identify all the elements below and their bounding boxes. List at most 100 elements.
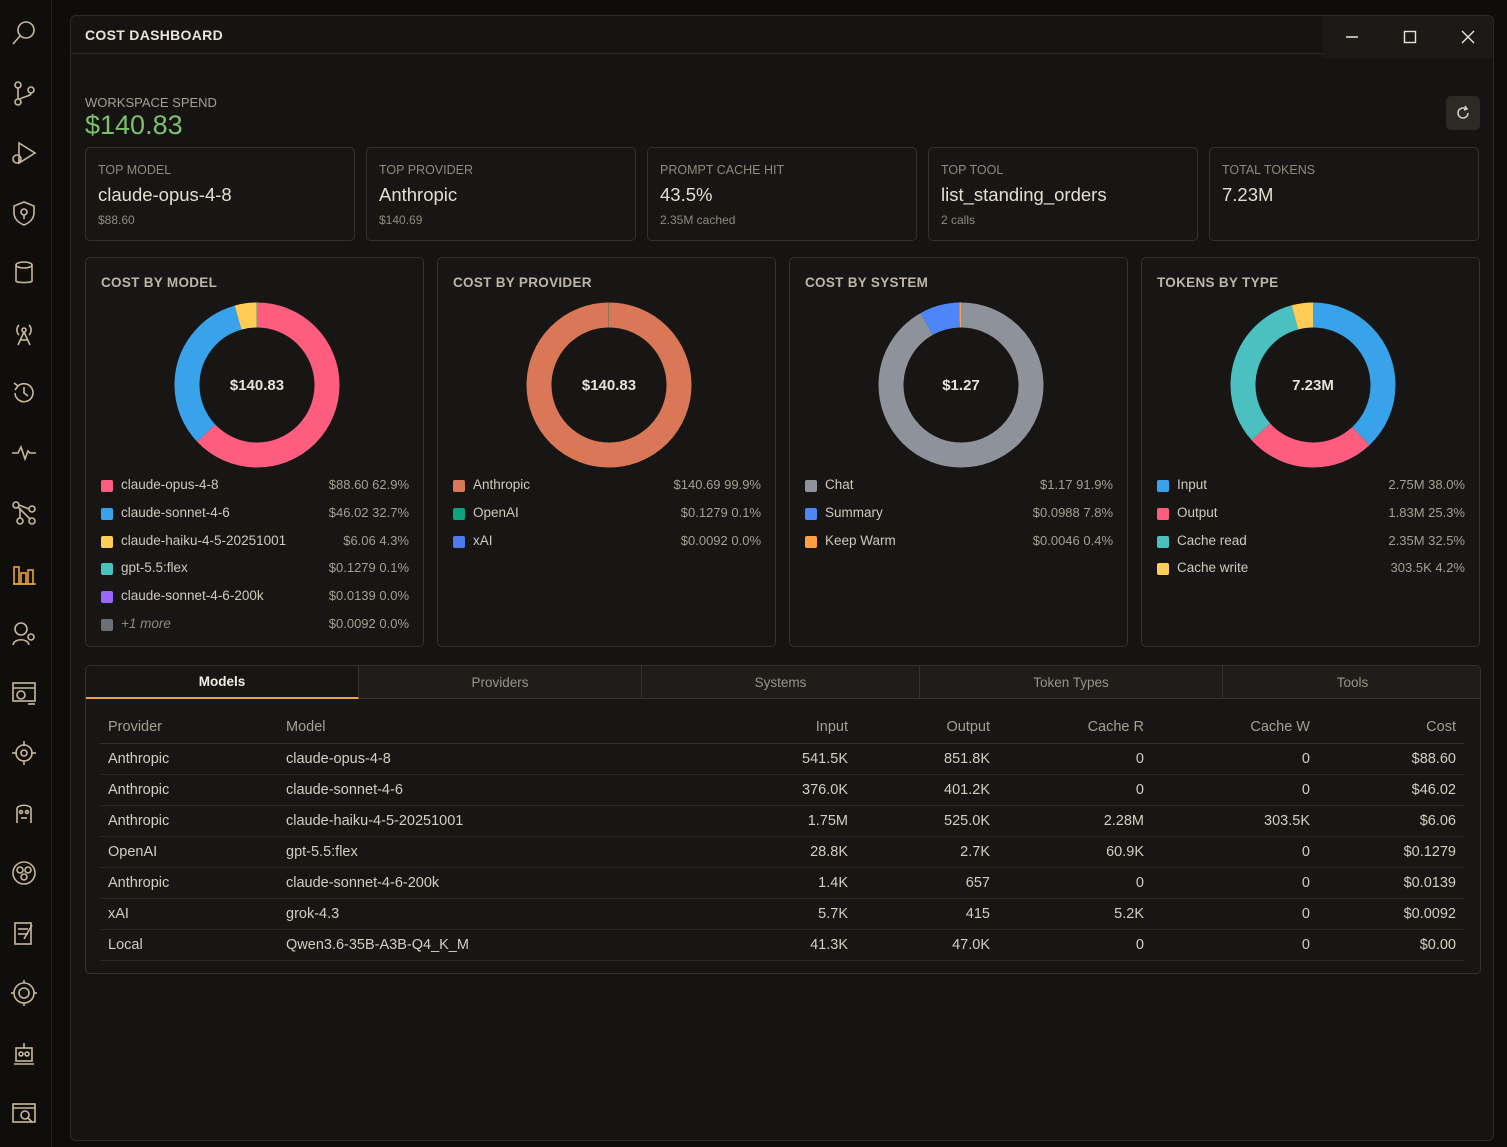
legend-label: Summary (825, 504, 883, 520)
bar-chart-icon[interactable] (8, 557, 40, 589)
table-row[interactable]: Anthropic claude-sonnet-4-6 376.0K 401.2K 0 0… (100, 774, 1464, 806)
refresh-button[interactable] (1446, 96, 1480, 130)
target-icon[interactable] (8, 737, 40, 769)
tab-systems[interactable]: Systems (642, 666, 920, 699)
donut-slice-2[interactable] (878, 302, 1044, 468)
legend-item[interactable]: Output 1.83M 25.3% (1157, 502, 1465, 530)
table-row[interactable]: xAI grok-4.3 5.7K 415 5.2K 0 $0.0092 (100, 898, 1464, 930)
panel-cost-by-system: COST BY SYSTEM $1.27 Chat $1.17 91.9% Summ… (789, 257, 1128, 647)
legend-item[interactable]: Chat $1.17 91.9% (805, 474, 1113, 502)
table-cell: 2.7K (856, 836, 998, 868)
legend-item[interactable]: claude-haiku-4-5-20251001 $6.06 4.3% (101, 530, 409, 558)
debug-icon[interactable] (8, 137, 40, 169)
antenna-icon[interactable] (8, 317, 40, 349)
table-cell: Anthropic (100, 743, 278, 775)
minimize-button[interactable] (1323, 16, 1381, 58)
table-cell: 2.28M (998, 805, 1152, 837)
header-cache-read[interactable]: Cache R (998, 712, 1152, 744)
shield-icon[interactable] (8, 197, 40, 229)
donut-slice-2[interactable] (174, 302, 340, 468)
window-search-icon[interactable] (8, 1097, 40, 1129)
workspace-spend-value: $140.83 (85, 110, 183, 140)
database-icon[interactable] (8, 257, 40, 289)
legend-item[interactable]: Input 2.75M 38.0% (1157, 474, 1465, 502)
legend-item[interactable]: claude-sonnet-4-6 $46.02 32.7% (101, 502, 409, 530)
git-branch-icon[interactable] (8, 77, 40, 109)
table-cell: claude-sonnet-4-6 (278, 774, 658, 806)
legend-swatch (101, 591, 113, 604)
header-cost[interactable]: Cost (1318, 712, 1464, 744)
legend-item[interactable]: +1 more $0.0092 0.0% (101, 613, 409, 641)
table-row[interactable]: OpenAI gpt-5.5:flex 28.8K 2.7K 60.9K 0 $0.1279 (100, 836, 1464, 868)
legend-item[interactable]: Cache write 303.5K 4.2% (1157, 557, 1465, 585)
tab-tools[interactable]: Tools (1336, 675, 1369, 690)
card-label: TOP MODEL (98, 163, 172, 177)
header-model[interactable]: Model (278, 712, 658, 744)
table-row[interactable]: Local Qwen3.6-35B-A3B-Q4_K_M 41.3K 47.0K 0 0 $… (100, 929, 1464, 961)
card-value: Anthropic (379, 184, 458, 205)
table-row[interactable]: Anthropic claude-opus-4-8 541.5K 851.8K 0 0 $8… (100, 743, 1464, 775)
legend-item[interactable]: Anthropic $140.69 99.9% (453, 474, 761, 502)
legend-swatch (453, 507, 465, 520)
face-icon[interactable] (8, 797, 40, 829)
legend-item[interactable]: gpt-5.5:flex $0.1279 0.1% (101, 557, 409, 585)
agent-icon[interactable] (8, 617, 40, 649)
table-row[interactable]: Anthropic claude-haiku-4-5-20251001 1.75M 5… (100, 805, 1464, 837)
header-output[interactable]: Output (856, 712, 998, 744)
maximize-button[interactable] (1381, 16, 1439, 58)
card-sub: $140.69 (379, 213, 423, 227)
close-button[interactable] (1439, 16, 1493, 58)
donut-slice-3[interactable] (1230, 302, 1396, 468)
tab-bar: Models Providers Systems Token Types Too… (86, 666, 1480, 699)
tab-models[interactable]: Models (86, 666, 359, 699)
table-cell: 0 (998, 867, 1152, 899)
header-cache-write[interactable]: Cache W (1152, 712, 1318, 744)
header-provider[interactable]: Provider (100, 712, 278, 744)
legend-value: $0.1279 0.1% (328, 560, 409, 576)
legend-label: Chat (825, 477, 854, 492)
table-cell: gpt-5.5:flex (278, 836, 658, 868)
legend-item[interactable]: Summary $0.0988 7.8% (805, 502, 1113, 530)
legend-item[interactable]: claude-opus-4-8 $88.60 62.9% (101, 474, 409, 502)
donut-center-value: 7.23M (1292, 377, 1334, 394)
card-value: claude-opus-4-8 (98, 184, 232, 205)
tab-providers[interactable]: Providers (359, 666, 642, 699)
table-cell: $88.60 (1318, 743, 1464, 775)
table-cell: 0 (998, 929, 1152, 961)
table-cell: Anthropic (100, 805, 278, 837)
donut-slice-1[interactable] (174, 302, 340, 468)
legend-label: Cache write (1177, 560, 1249, 576)
legend-item[interactable]: OpenAI $0.1279 0.1% (453, 502, 761, 530)
legend-swatch (1157, 507, 1169, 520)
card-value: 7.23M (1222, 184, 1274, 205)
table-cell: Local (100, 929, 278, 961)
donut-slice-2[interactable] (1230, 302, 1396, 468)
header-input[interactable]: Input (658, 712, 856, 744)
panel-title: COST BY SYSTEM (805, 275, 929, 290)
legend-item[interactable]: Cache read 2.35M 32.5% (1157, 530, 1465, 558)
pulse-icon[interactable] (8, 437, 40, 469)
graph-icon[interactable] (8, 497, 40, 529)
table-cell: grok-4.3 (278, 898, 658, 930)
browser-icon[interactable] (8, 677, 40, 709)
legend-label: +1 more (121, 615, 171, 631)
table-row[interactable]: Anthropic claude-sonnet-4-6-200k 1.4K 657 0 0… (100, 867, 1464, 899)
table-cell: 5.7K (658, 898, 856, 930)
donut-slice-0[interactable] (526, 302, 692, 468)
table-cell: 0 (1152, 867, 1318, 899)
donut-slice-1[interactable] (1230, 302, 1396, 468)
legend-item[interactable]: claude-sonnet-4-6-200k $0.0139 0.0% (101, 585, 409, 613)
robot-icon[interactable] (8, 1037, 40, 1069)
legend-swatch (805, 535, 817, 548)
search-icon[interactable] (8, 17, 40, 49)
notes-icon[interactable] (8, 917, 40, 949)
history-icon[interactable] (8, 377, 40, 409)
table-cell: $0.0139 (1318, 867, 1464, 899)
tab-token-types[interactable]: Token Types (920, 666, 1223, 699)
group-icon[interactable] (8, 857, 40, 889)
gear-face-icon[interactable] (8, 977, 40, 1009)
table-cell: 0 (1152, 774, 1318, 806)
legend-item[interactable]: xAI $0.0092 0.0% (453, 530, 761, 558)
legend-item[interactable]: Keep Warm $0.0046 0.4% (805, 530, 1113, 558)
donut-center-value: $140.83 (582, 377, 636, 394)
